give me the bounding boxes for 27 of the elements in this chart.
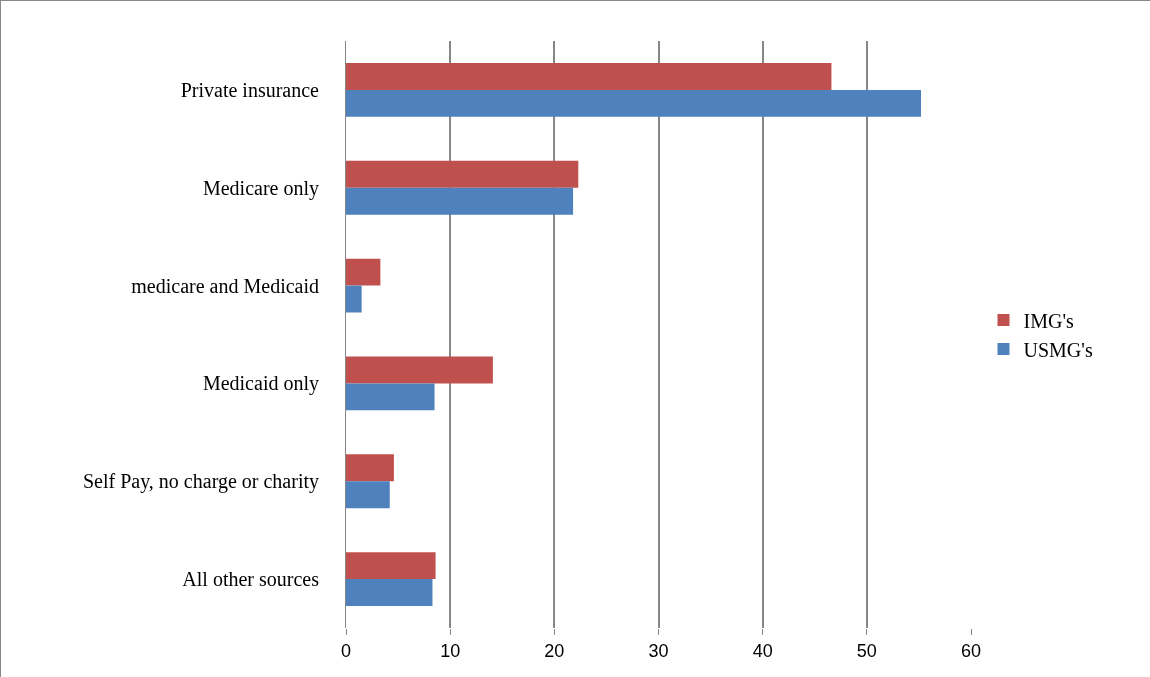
x-tick-label: 40 [752,640,773,661]
bar [346,160,579,188]
bar [346,187,574,215]
bar [346,383,435,411]
y-tick-label: Medicare only [202,176,319,200]
y-tick-label: medicare and Medicaid [131,274,319,297]
x-tick-label: 60 [960,640,982,661]
legend-label: USMG's [1023,338,1093,361]
bar [346,481,390,509]
bar [346,454,394,482]
y-tick-label: Private insurance [180,78,320,101]
x-tick-label: 10 [440,640,461,661]
bar [346,285,362,313]
bar [346,552,436,580]
y-tick-label: All other sources [182,568,320,591]
bar [346,356,493,384]
y-tick-label: Medicaid only [202,372,319,396]
x-tick-label: 30 [648,640,669,661]
bar [346,63,832,90]
legend-label: IMG's [1023,309,1074,332]
y-tick-label: Self Pay, no charge or charity [82,470,319,494]
bar [346,89,921,117]
bar [346,579,433,606]
x-tick-label: 0 [340,640,352,661]
bar [346,258,381,286]
x-tick-label: 50 [856,640,877,661]
x-tick-label: 20 [544,640,565,661]
